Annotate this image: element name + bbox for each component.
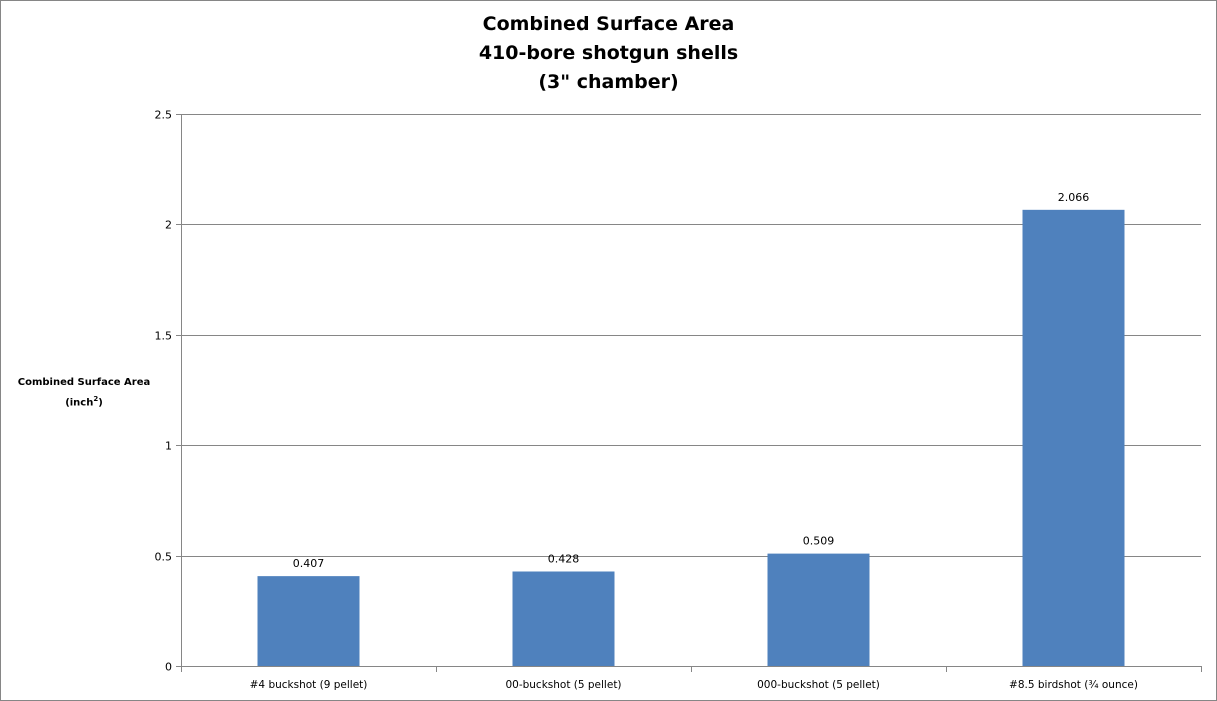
bar: [512, 571, 615, 666]
bar: [257, 576, 360, 666]
data-label: 0.428: [548, 552, 580, 565]
y-axis-label: Combined Surface Area (inch2): [4, 375, 164, 411]
x-tick-label: 00-buckshot (5 pellet): [505, 679, 621, 691]
y-tick-label: 2: [165, 219, 172, 232]
chart-title-line-2: 410-bore shotgun shells: [478, 42, 739, 64]
y-axis-label-main: Combined Surface Area: [17, 377, 151, 388]
x-tick-label: #4 buckshot (9 pellet): [250, 679, 368, 691]
y-tick-label: 0: [165, 661, 172, 674]
y-tick-label: 1.5: [155, 330, 173, 343]
bar: [767, 553, 870, 666]
y-axis-label-unit: (inch2): [65, 395, 103, 409]
y-tick-label: 2.5: [155, 109, 173, 122]
chart-title-line-3: (3" chamber): [538, 71, 679, 93]
data-label: 2.066: [1058, 191, 1090, 204]
y-tick-label: 1: [165, 440, 172, 453]
data-label: 0.509: [803, 535, 835, 548]
x-tick-label: #8.5 birdshot (¾ ounce): [1009, 679, 1138, 691]
y-tick-label: 0.5: [155, 551, 173, 564]
bar: [1022, 209, 1125, 666]
chart-title-line-1: Combined Surface Area: [482, 13, 735, 35]
data-label: 0.407: [293, 557, 325, 570]
x-tick-label: 000-buckshot (5 pellet): [757, 679, 880, 691]
